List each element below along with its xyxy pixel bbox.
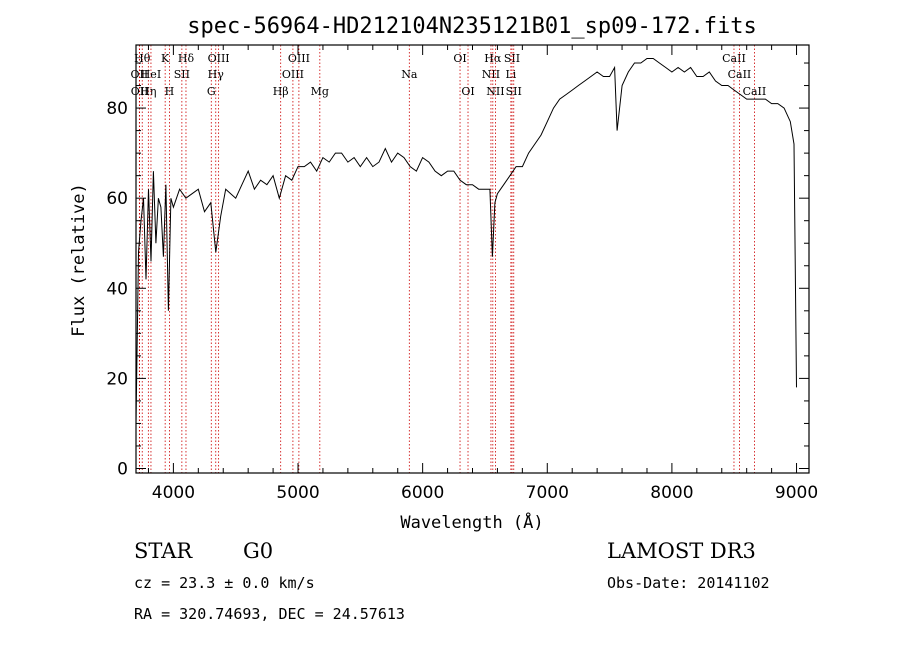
- obs-date: Obs-Date: 20141102: [607, 574, 770, 592]
- marker-label: G: [207, 85, 216, 98]
- marker-label: CaII: [728, 68, 752, 81]
- spectrum-line: [135, 58, 797, 424]
- chart-title: spec-56964-HD212104N235121B01_sp09-172.f…: [187, 14, 757, 39]
- x-axis-ticks: 4000 5000 6000 7000 8000 9000: [147, 45, 818, 503]
- x-tick-label: 6000: [401, 483, 444, 503]
- subclass: G0: [243, 539, 273, 563]
- marker-label: Hη: [140, 85, 156, 98]
- marker-label: OII: [131, 85, 149, 98]
- plot-frame: [135, 44, 810, 474]
- marker-label: HeI: [141, 68, 161, 81]
- marker-label: Mg: [311, 85, 329, 98]
- marker-label: CaII: [722, 52, 746, 65]
- marker-label: OIII: [208, 52, 230, 65]
- x-tick-label: 8000: [650, 483, 693, 503]
- marker-label: SII: [506, 85, 522, 98]
- redshift-cz: cz = 23.3 ± 0.0 km/s: [134, 574, 315, 592]
- marker-label: Hγ: [208, 68, 225, 81]
- y-tick-label: 0: [117, 459, 128, 479]
- marker-label: Li: [505, 68, 516, 81]
- marker-label: OI: [461, 85, 474, 98]
- marker-label: CaII: [743, 85, 767, 98]
- x-tick-label: 5000: [276, 483, 319, 503]
- marker-label: Hα: [484, 52, 502, 65]
- marker-label: Hβ: [273, 85, 289, 98]
- y-axis-ticks: 0 20 40 60 80: [106, 62, 809, 479]
- y-tick-label: 60: [106, 189, 128, 209]
- marker-label: OIII: [282, 68, 304, 81]
- y-tick-label: 80: [106, 99, 128, 119]
- x-tick-label: 4000: [152, 483, 195, 503]
- marker-label: Hδ: [178, 52, 195, 65]
- x-axis-label: Wavelength (Å): [400, 511, 543, 533]
- y-tick-label: 40: [106, 279, 128, 299]
- marker-label: SII: [174, 68, 190, 81]
- marker-label: H: [165, 85, 175, 98]
- marker-label: Hθ: [134, 52, 151, 65]
- marker-label: OIII: [288, 52, 310, 65]
- y-axis-label: Flux (relative): [69, 183, 89, 337]
- y-tick-label: 20: [106, 369, 128, 389]
- marker-label: Na: [401, 68, 418, 81]
- coordinates: RA = 320.74693, DEC = 24.57613: [134, 605, 405, 623]
- marker-label: NII: [486, 85, 504, 98]
- marker-label: NII: [482, 68, 500, 81]
- x-tick-label: 9000: [775, 483, 818, 503]
- marker-label: OI: [453, 52, 466, 65]
- marker-label: SII: [504, 52, 520, 65]
- line-markers: HθOIIOIIHηHeIKHSIIHδGHγOIIIHβOIIIOIIIMgN…: [131, 45, 767, 473]
- survey-name: LAMOST DR3: [607, 539, 756, 563]
- x-tick-label: 7000: [526, 483, 569, 503]
- marker-label: K: [161, 52, 170, 65]
- object-class: STAR: [134, 539, 193, 563]
